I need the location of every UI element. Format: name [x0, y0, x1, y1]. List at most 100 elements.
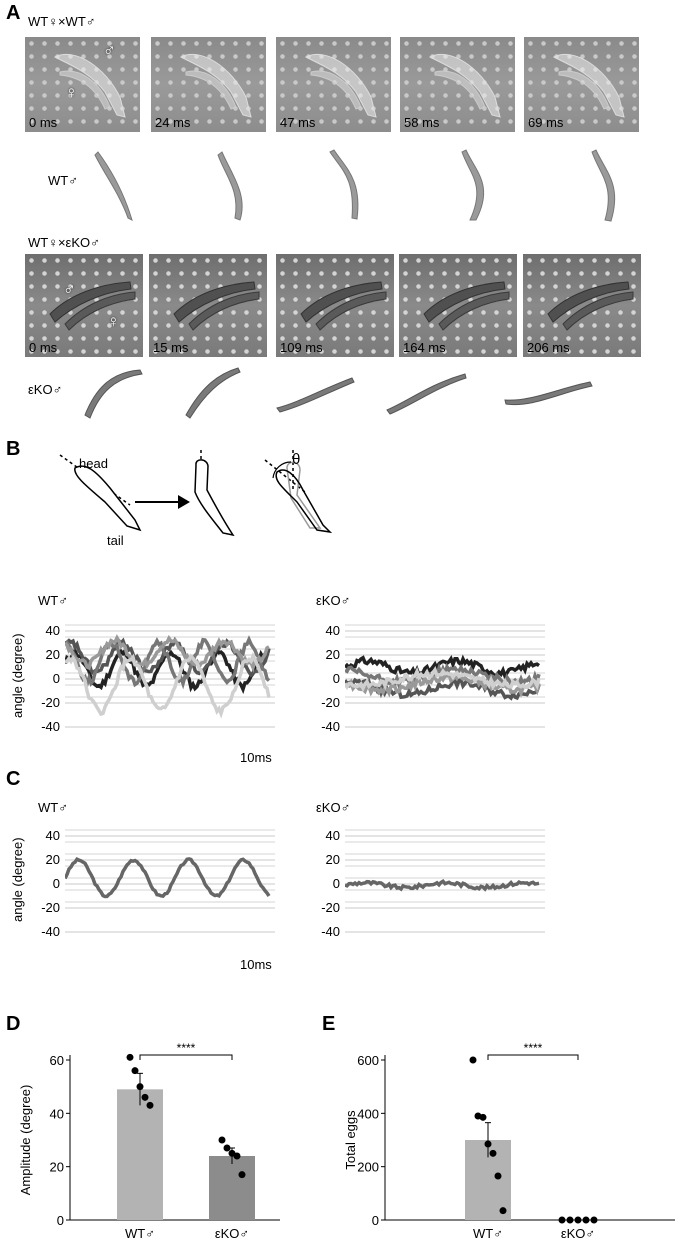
y-axis-label: Total eggs: [343, 1110, 358, 1170]
wt-angle-trace: [65, 634, 270, 673]
data-point: [494, 1172, 502, 1180]
wt-angle-trace: [65, 635, 271, 691]
ytick-label: -20: [41, 695, 60, 710]
data-point: [574, 1216, 582, 1224]
ko-timestamp: 15 ms: [153, 340, 189, 355]
data-point: [141, 1093, 149, 1101]
wt-video-frame: 0 ms ♂ ♀: [25, 37, 140, 132]
wt-video-frame: 58 ms: [400, 37, 515, 132]
wt-silhouette-label: WT♂: [48, 173, 78, 188]
wt-female-symbol: ♀: [65, 83, 78, 102]
data-point: [238, 1171, 246, 1179]
ytick-label: -20: [321, 900, 340, 915]
data-point: [136, 1083, 144, 1091]
b-wt-trace-plot: [65, 624, 275, 728]
ytick-label: 0: [52, 876, 60, 891]
ko-video-frame: 15 ms: [149, 254, 267, 357]
ytick-label: 40: [325, 623, 340, 638]
ko-silhouette-label: εKO♂: [28, 382, 63, 397]
panel-letter-a: A: [6, 2, 21, 24]
ytick-label: 0: [332, 876, 340, 891]
data-point: [469, 1056, 477, 1064]
category-label: εKO♂: [215, 1226, 249, 1241]
wt-timestamp: 69 ms: [528, 115, 564, 130]
b-scale-label: 10ms: [240, 750, 272, 765]
cross-label-ko: WT♀×εKO♂: [28, 235, 100, 250]
c-ko-title: εKO♂: [316, 800, 351, 815]
data-point: [499, 1207, 507, 1215]
wt-angle-trace: [65, 652, 271, 719]
c-wt-title: WT♂: [38, 800, 68, 815]
significance-stars: ****: [177, 1041, 196, 1055]
ytick-label: -40: [41, 924, 60, 939]
panel-letter-e: E: [322, 1013, 336, 1035]
ytick-label: -20: [321, 695, 340, 710]
ko-male-symbol: ♂: [63, 280, 76, 299]
bar: [209, 1156, 255, 1220]
data-point: [489, 1149, 497, 1157]
b-wt-title: WT♂: [38, 593, 68, 608]
category-label: WT♂: [473, 1226, 503, 1241]
category-label: WT♂: [125, 1226, 155, 1241]
theta-label: θ: [292, 451, 301, 468]
wt-timestamp: 24 ms: [155, 115, 191, 130]
wt-timestamp: 0 ms: [29, 115, 58, 130]
data-point: [566, 1216, 574, 1224]
data-point: [479, 1113, 487, 1121]
ko-timestamp: 164 ms: [403, 340, 446, 355]
ko-timestamp: 206 ms: [527, 340, 570, 355]
data-point: [590, 1216, 598, 1224]
ytick-label: 20: [45, 647, 60, 662]
ko-video-frame: 164 ms: [399, 254, 517, 357]
ko-angle-trace: [345, 654, 541, 681]
ko-timestamp: 109 ms: [280, 340, 323, 355]
wt-video-frame: 69 ms: [524, 37, 639, 132]
ytick-label: 0: [332, 671, 340, 686]
data-point: [484, 1140, 492, 1148]
ytick-label: -40: [321, 924, 340, 939]
wt-silhouettes: [94, 149, 616, 222]
panel-letter-b: B: [6, 438, 21, 460]
c-wt-mean-trace: [65, 856, 271, 899]
c-scale-label: 10ms: [240, 957, 272, 972]
ytick-label: 20: [325, 852, 340, 867]
c-ylabel: angle (degree): [10, 837, 25, 922]
significance-stars: ****: [524, 1041, 543, 1055]
b-ko-trace-plot: [345, 624, 545, 728]
ytick-label: 20: [325, 647, 340, 662]
panel-letter-d: D: [6, 1013, 21, 1035]
ko-silhouettes: [84, 367, 593, 419]
ytick-label: -40: [41, 719, 60, 734]
y-tick-label: 600: [357, 1053, 379, 1068]
y-tick-label: 0: [372, 1213, 379, 1228]
panel-letter-c: C: [6, 768, 21, 790]
wt-timestamp: 47 ms: [280, 115, 316, 130]
y-tick-label: 0: [57, 1213, 64, 1228]
significance-bracket: [487, 1054, 579, 1060]
data-point: [131, 1067, 139, 1075]
y-tick-label: 400: [357, 1106, 379, 1121]
ytick-label: 40: [45, 828, 60, 843]
ko-angle-trace: [345, 671, 541, 699]
head-label: head: [79, 456, 108, 471]
data-point: [233, 1152, 241, 1160]
data-point: [146, 1101, 154, 1109]
c-wt-trace-plot: [65, 829, 275, 933]
wt-male-symbol: ♂: [103, 41, 116, 60]
ko-video-frame: 206 ms: [523, 254, 641, 357]
ko-angle-trace: [345, 665, 541, 693]
ytick-label: 0: [52, 671, 60, 686]
y-tick-label: 40: [50, 1106, 64, 1121]
angle-schematic: [59, 450, 333, 537]
category-label: εKO♂: [561, 1226, 595, 1241]
y-tick-label: 60: [50, 1053, 64, 1068]
ytick-label: -20: [41, 900, 60, 915]
bar: [117, 1089, 163, 1220]
ko-female-symbol: ♀: [107, 312, 120, 331]
data-point: [218, 1136, 226, 1144]
tail-label: tail: [107, 533, 124, 548]
ytick-label: 40: [45, 623, 60, 638]
total-eggs-bar-chart: 0 200 400 600 Total eggs WT♂ εKO♂ ****: [343, 1041, 675, 1241]
data-point: [223, 1144, 231, 1152]
wt-timestamp: 58 ms: [404, 115, 440, 130]
